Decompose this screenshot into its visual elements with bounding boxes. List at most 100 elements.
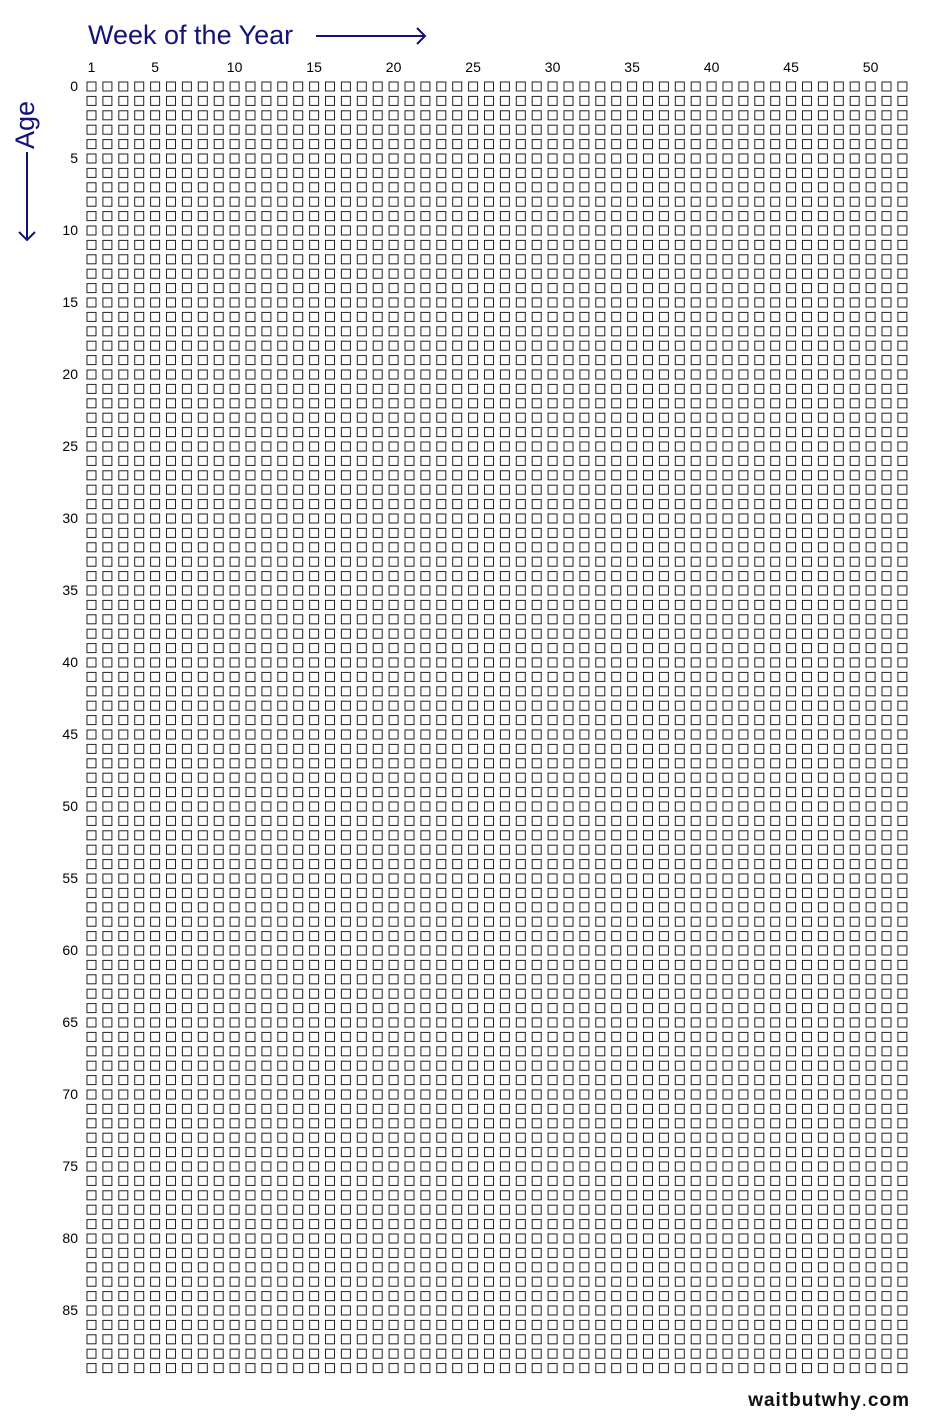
week-box xyxy=(452,455,463,466)
week-box xyxy=(404,1132,415,1143)
week-box xyxy=(484,1147,494,1158)
week-box xyxy=(802,1233,812,1244)
week-box xyxy=(468,758,479,769)
week-box xyxy=(452,211,463,222)
week-box xyxy=(372,815,383,826)
week-box xyxy=(420,1132,431,1143)
week-box xyxy=(102,1060,113,1071)
week-box xyxy=(277,239,288,250)
week-box xyxy=(770,239,781,250)
week-box xyxy=(786,455,797,466)
week-box xyxy=(325,671,335,682)
week-box xyxy=(643,700,653,711)
week-box xyxy=(690,124,701,135)
week-box xyxy=(150,297,161,308)
week-box xyxy=(468,369,479,380)
week-box xyxy=(452,1132,463,1143)
week-box xyxy=(595,974,606,985)
week-box xyxy=(865,686,876,697)
week-box xyxy=(213,643,224,654)
week-box xyxy=(436,902,447,913)
week-box xyxy=(706,556,717,567)
week-box xyxy=(611,513,622,524)
week-box xyxy=(595,1089,606,1100)
week-box xyxy=(833,499,844,510)
week-box xyxy=(722,1334,733,1345)
week-box xyxy=(86,268,97,279)
week-box xyxy=(738,1219,749,1230)
week-box xyxy=(420,873,431,884)
week-box xyxy=(627,556,638,567)
week-box xyxy=(261,1262,272,1273)
week-box xyxy=(849,1247,860,1258)
week-box xyxy=(833,412,844,423)
week-box xyxy=(309,729,320,740)
week-box xyxy=(181,729,192,740)
week-box xyxy=(134,499,145,510)
week-box xyxy=(595,1334,606,1345)
week-box xyxy=(579,1046,590,1057)
week-box xyxy=(802,1075,812,1086)
week-box xyxy=(706,283,717,294)
week-box xyxy=(531,254,542,265)
week-box xyxy=(261,614,272,625)
week-box xyxy=(643,1247,653,1258)
week-box xyxy=(293,1291,304,1302)
week-box xyxy=(611,81,622,92)
week-box xyxy=(865,628,876,639)
week-box xyxy=(738,772,749,783)
week-box xyxy=(245,931,256,942)
week-box xyxy=(754,383,765,394)
week-box xyxy=(293,167,304,178)
week-box xyxy=(531,1233,542,1244)
week-box xyxy=(372,700,383,711)
week-box xyxy=(86,1003,97,1014)
week-box xyxy=(372,369,383,380)
week-box xyxy=(643,571,653,582)
week-box xyxy=(245,830,256,841)
week-box xyxy=(849,1003,860,1014)
week-box xyxy=(293,455,304,466)
week-box xyxy=(452,124,463,135)
week-box xyxy=(849,95,860,106)
week-box xyxy=(229,614,240,625)
week-box xyxy=(229,182,240,193)
week-box xyxy=(181,283,192,294)
week-box xyxy=(356,1305,367,1316)
week-box xyxy=(340,1348,351,1359)
week-box xyxy=(595,225,606,236)
week-box xyxy=(658,1175,669,1186)
week-box xyxy=(531,1132,542,1143)
week-box xyxy=(372,1348,383,1359)
week-box xyxy=(674,254,685,265)
week-box xyxy=(420,1075,431,1086)
week-box xyxy=(563,1262,574,1273)
week-box xyxy=(213,873,224,884)
week-box xyxy=(277,758,288,769)
week-box xyxy=(786,527,797,538)
week-box xyxy=(547,153,558,164)
week-box xyxy=(643,1017,653,1028)
week-box xyxy=(833,1204,844,1215)
week-box xyxy=(849,887,860,898)
week-box xyxy=(452,1089,463,1100)
week-box xyxy=(277,1247,288,1258)
week-box xyxy=(118,484,129,495)
week-box xyxy=(452,801,463,812)
week-box xyxy=(293,643,304,654)
week-label: 10 xyxy=(226,59,243,75)
week-box xyxy=(420,1060,431,1071)
week-box xyxy=(786,902,797,913)
week-box xyxy=(261,1017,272,1028)
week-box xyxy=(166,657,176,668)
week-box xyxy=(627,470,638,481)
week-box xyxy=(468,1118,479,1129)
week-box xyxy=(404,1276,415,1287)
week-box xyxy=(786,916,797,927)
week-box xyxy=(229,153,240,164)
week-box xyxy=(897,700,908,711)
week-box xyxy=(515,1276,526,1287)
week-box xyxy=(213,1219,224,1230)
week-box xyxy=(261,1103,272,1114)
week-box xyxy=(579,815,590,826)
